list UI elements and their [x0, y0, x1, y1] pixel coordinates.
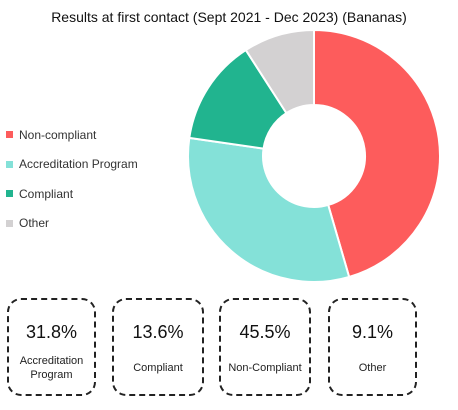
legend: Non-compliant Accreditation Program Comp…: [6, 120, 138, 238]
legend-label: Other: [19, 216, 50, 231]
chart-title: Results at first contact (Sept 2021 - De…: [51, 9, 407, 25]
legend-label: Non-compliant: [19, 127, 97, 142]
donut-chart: [187, 28, 441, 283]
stat-card-value: 9.1%: [351, 322, 394, 342]
slice-other: [244, 28, 315, 115]
legend-label: Accreditation Program: [19, 157, 138, 172]
legend-label: Compliant: [19, 186, 74, 201]
slice-accreditation-program: [187, 136, 351, 283]
stat-card-value: 45.5%: [239, 322, 291, 342]
legend-item-other: Other: [6, 209, 138, 239]
stat-card-compliant: 13.6% Compliant: [112, 298, 204, 396]
legend-swatch: [6, 160, 13, 168]
legend-swatch: [6, 219, 13, 227]
stat-card-label: Other: [358, 362, 387, 374]
stat-card-other: 9.1% Other: [328, 298, 417, 396]
stat-card-accreditation-program: 31.8% Accreditation Program: [7, 298, 96, 396]
legend-item-accreditation-program: Accreditation Program: [6, 150, 138, 180]
stat-card-value: 31.8%: [25, 322, 78, 342]
legend-item-compliant: Compliant: [6, 179, 138, 209]
stat-card-non-compliant: 45.5% Non-Compliant: [219, 298, 311, 396]
legend-swatch: [6, 190, 13, 198]
stat-card-label: Accreditation Program: [19, 355, 84, 381]
legend-swatch: [6, 131, 13, 139]
slice-non-compliant: [313, 28, 441, 279]
stat-card-value: 13.6%: [132, 322, 184, 342]
stat-card-label: Non-Compliant: [228, 362, 302, 374]
legend-item-non-compliant: Non-compliant: [6, 120, 138, 150]
stat-card-label: Compliant: [133, 362, 183, 374]
